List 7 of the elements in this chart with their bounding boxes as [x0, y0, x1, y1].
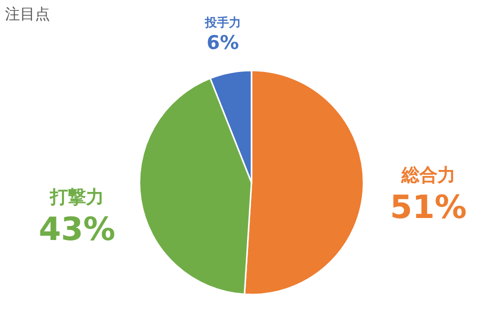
slice-label: 総合力: [400, 164, 456, 186]
slice-label: 打撃力: [49, 186, 104, 208]
chart-title: 注目点: [4, 4, 50, 23]
data-label: 51%: [390, 188, 467, 226]
data-label: 6%: [206, 32, 239, 54]
data-label: 43%: [38, 210, 116, 248]
slice-label: 投手力: [204, 16, 241, 30]
